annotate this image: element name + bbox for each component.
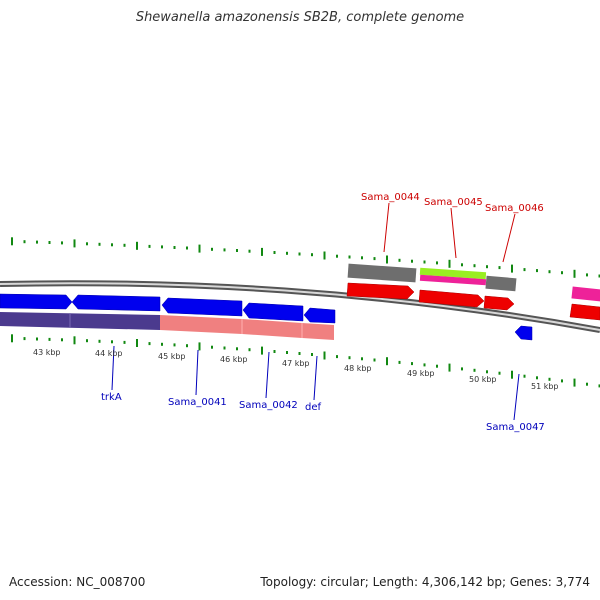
gene-label-def: def — [305, 402, 322, 413]
cds-trka-a — [0, 293, 73, 310]
backbone-highlight — [0, 282, 600, 331]
cds-sama-0047 — [514, 325, 533, 341]
leader-def — [313, 355, 318, 401]
cog-block-sama-0045-pink — [419, 274, 487, 286]
kbp-label: 48 kbp — [344, 364, 372, 373]
cog-block-sama-0046 — [485, 275, 517, 292]
cds-sama-0046 — [483, 295, 515, 311]
leader-sama-0042 — [265, 351, 270, 399]
map-title: Shewanella amazonensis SB2B, complete ge… — [135, 10, 465, 25]
cog-sama-0041 — [160, 315, 242, 334]
leader-sama-0045 — [450, 207, 457, 259]
cog-trka — [0, 312, 160, 330]
kbp-label: 43 kbp — [33, 348, 61, 357]
leader-sama-0044 — [383, 202, 390, 253]
gene-label-sama-0044: Sama_0044 — [361, 192, 420, 203]
cds-sama-0044 — [346, 282, 415, 300]
genome-stats-text: Topology: circular; Length: 4,306,142 bp… — [260, 575, 590, 589]
cog-block-sama-0045-green — [419, 267, 487, 280]
gene-label-sama-0041: Sama_0041 — [168, 397, 227, 408]
forward-cds-ring — [0, 293, 533, 341]
kbp-label: 45 kbp — [158, 352, 186, 361]
cog-sama-0042 — [242, 319, 302, 338]
inner-cog-ring — [0, 312, 334, 340]
cds-sama-0042 — [242, 302, 304, 322]
cog-def — [302, 323, 334, 340]
ticks-inner — [11, 334, 600, 388]
reverse-cds-ring — [346, 282, 600, 321]
gene-label-sama-0045: Sama_0045 — [424, 197, 483, 208]
cog-block-sama-0044 — [347, 263, 417, 283]
gene-label-sama-0046: Sama_0046 — [485, 203, 544, 214]
kbp-label: 50 kbp — [469, 375, 497, 384]
gene-label-trka: trkA — [101, 392, 122, 403]
kbp-label: 51 kbp — [531, 382, 559, 391]
cds-trka-b — [71, 294, 161, 312]
kbp-label: 46 kbp — [220, 355, 248, 364]
gene-label-sama-0042: Sama_0042 — [239, 400, 298, 411]
outer-cog-ring — [347, 263, 600, 302]
cds-sama-0041 — [161, 297, 243, 317]
cds-def — [303, 307, 336, 324]
ticks-outer — [11, 237, 600, 278]
leader-trka — [111, 345, 115, 391]
cog-block-right — [571, 286, 600, 302]
leader-sama-0046 — [502, 213, 516, 263]
kbp-label: 49 kbp — [407, 369, 435, 378]
leader-sama-0041 — [195, 349, 199, 396]
gene-label-sama-0047: Sama_0047 — [486, 422, 545, 433]
kbp-label: 47 kbp — [282, 359, 310, 368]
cds-sama-0045 — [418, 289, 485, 308]
accession-text: Accession: NC_008700 — [9, 575, 146, 589]
kbp-label: 44 kbp — [95, 349, 123, 358]
cds-right — [569, 303, 600, 321]
leader-sama-0047 — [513, 373, 520, 421]
